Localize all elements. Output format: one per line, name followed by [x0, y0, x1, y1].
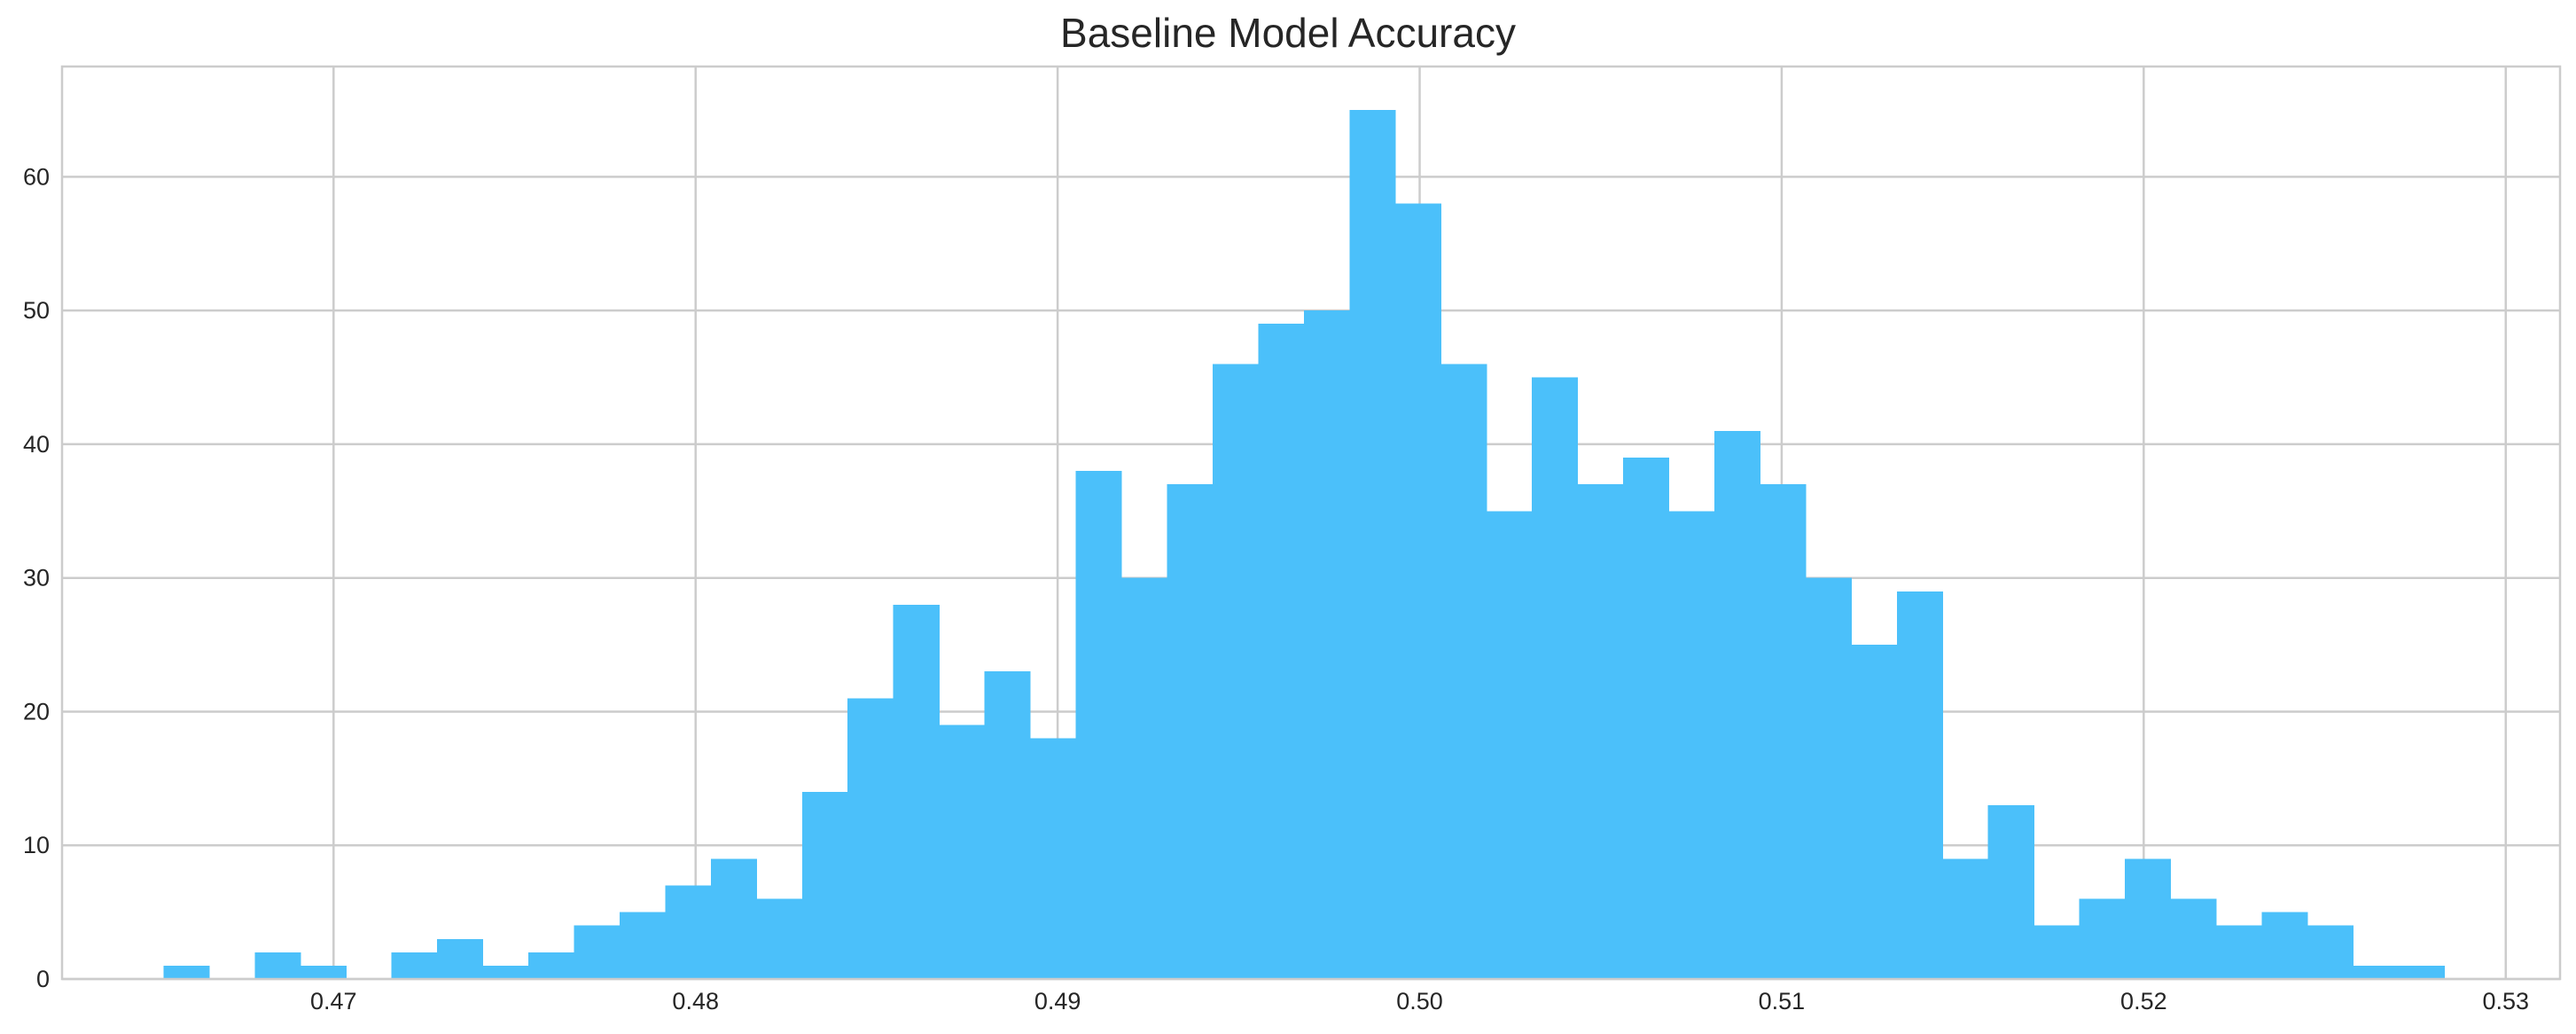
x-tick-label: 0.50 [1396, 988, 1443, 1014]
histogram-bar [300, 965, 347, 979]
histogram-bar [1896, 591, 1943, 979]
histogram-bar [893, 604, 940, 979]
y-tick-label: 10 [23, 832, 50, 858]
histogram-bar [2216, 925, 2263, 979]
histogram-bar [574, 925, 621, 979]
histogram-bar [1532, 377, 1579, 979]
y-tick-label: 20 [23, 698, 50, 725]
x-tick-label: 0.49 [1034, 988, 1081, 1014]
histogram-bar [939, 725, 986, 979]
histogram-bar [1668, 511, 1715, 979]
x-axis-ticks: 0.47 0.48 0.49 0.50 0.51 0.52 0.53 [310, 988, 2529, 1014]
histogram-bar [2353, 965, 2400, 979]
histogram-bar [847, 698, 894, 979]
histogram-bar [1987, 805, 2034, 979]
histogram-bar [2170, 898, 2217, 979]
y-tick-label: 30 [23, 565, 50, 591]
y-tick-label: 0 [36, 966, 50, 992]
histogram-bar [2261, 912, 2308, 979]
histogram-bar [2307, 925, 2354, 979]
histogram-bar [1030, 738, 1077, 979]
x-tick-label: 0.51 [1759, 988, 1806, 1014]
histogram-bar [163, 965, 210, 979]
y-tick-label: 40 [23, 431, 50, 458]
x-tick-label: 0.53 [2482, 988, 2529, 1014]
histogram-bar [1394, 203, 1441, 980]
y-tick-label: 50 [23, 297, 50, 324]
histogram-bar [1349, 110, 1396, 979]
x-tick-label: 0.48 [672, 988, 719, 1014]
histogram-bar [1075, 471, 1122, 979]
histogram-bar [528, 952, 575, 979]
histogram-bar [801, 791, 848, 979]
histogram-bars [163, 110, 2445, 980]
histogram-bar [1303, 310, 1350, 980]
histogram-bar [482, 965, 529, 979]
plot-frame [60, 65, 2562, 981]
histogram-bar [437, 938, 484, 979]
histogram-bar [1942, 858, 1989, 979]
histogram-bar [2398, 965, 2445, 979]
histogram-bar [2125, 858, 2172, 979]
x-tick-label: 0.47 [310, 988, 357, 1014]
y-tick-label: 60 [23, 163, 50, 190]
histogram-bar [984, 671, 1031, 979]
histogram-bar [2033, 925, 2080, 979]
histogram-bar [1167, 484, 1214, 979]
histogram-bar [619, 912, 667, 979]
histogram-bar [1760, 484, 1807, 979]
histogram-bar [1258, 324, 1305, 979]
histogram-bar [1440, 364, 1487, 979]
histogram-bar [1805, 577, 1852, 979]
histogram-bar [756, 898, 803, 979]
histogram-bar [391, 952, 438, 979]
histogram-bar [2079, 898, 2126, 979]
y-axis-ticks: 0 10 20 30 40 50 60 [23, 163, 50, 992]
histogram-bar [1212, 364, 1259, 979]
histogram-bar [1623, 458, 1670, 979]
histogram-bar [665, 885, 712, 979]
histogram-bar [710, 858, 757, 979]
histogram-bar [1851, 645, 1898, 979]
histogram-bar [1577, 484, 1624, 979]
histogram-bar [254, 952, 301, 979]
histogram-bar [1713, 430, 1761, 979]
histogram-bar [1486, 511, 1533, 979]
chart-title: Baseline Model Accuracy [1060, 10, 1516, 56]
histogram-bar [1120, 577, 1168, 979]
x-tick-label: 0.52 [2120, 988, 2167, 1014]
